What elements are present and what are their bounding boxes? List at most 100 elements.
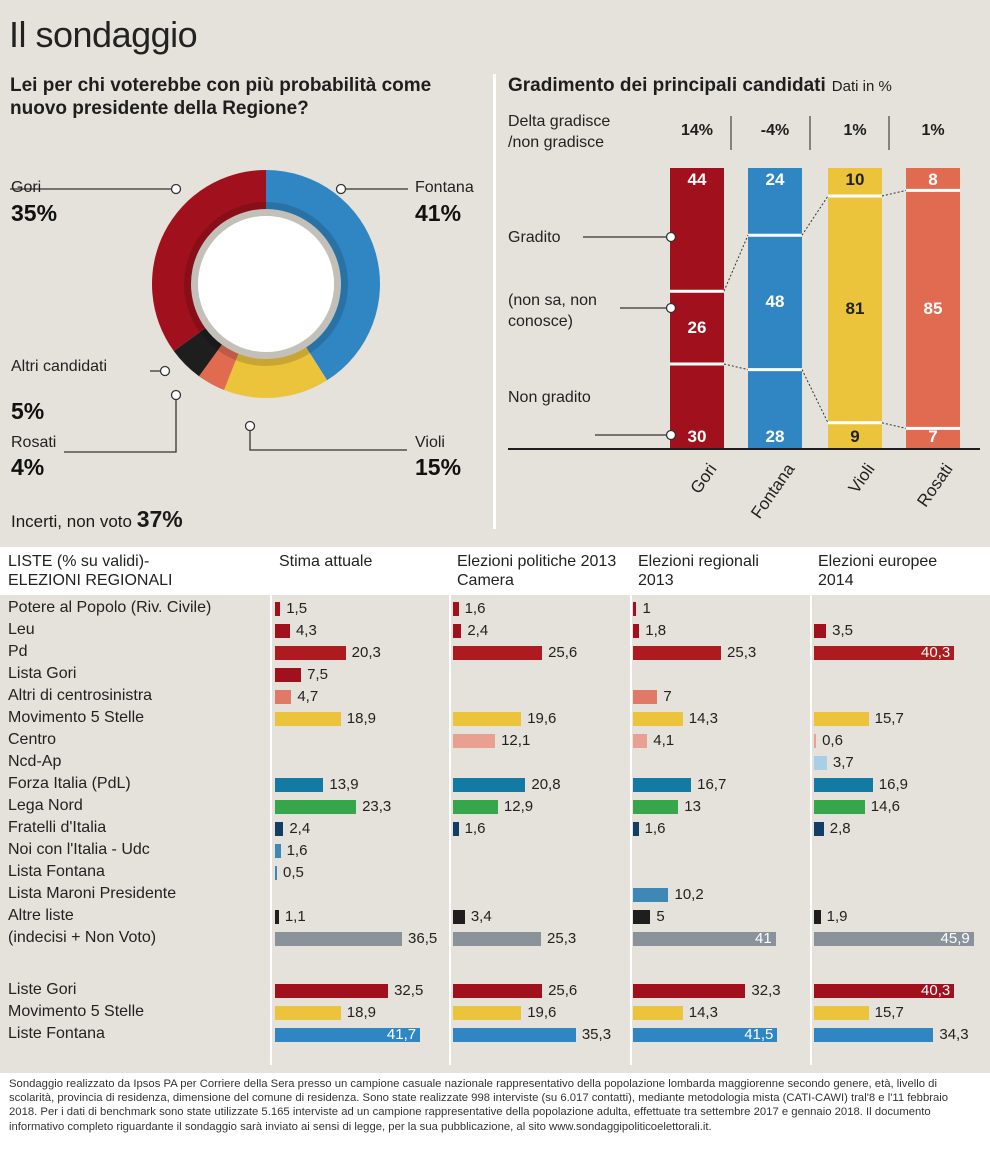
row-label: Altri di centrosinistra — [8, 687, 153, 704]
list-value: 1,6 — [464, 820, 486, 837]
donut-question: Lei per chi voterebbe con più probabilit… — [10, 75, 432, 119]
list-bar — [814, 1006, 869, 1020]
list-value: 1,9 — [826, 908, 848, 925]
column-separator — [270, 547, 272, 1065]
list-bar — [633, 984, 746, 998]
list-bar — [275, 932, 403, 946]
leader-line-rosati — [64, 395, 177, 453]
list-value: 10,2 — [674, 886, 704, 903]
row-label-gradito: Gradito — [508, 229, 561, 246]
list-value: 45,9 — [940, 930, 970, 947]
list-value: 40,3 — [921, 982, 951, 999]
leader-dot-gori — [170, 183, 182, 195]
row-label: Lista Gori — [8, 665, 77, 682]
row-label: Liste Gori — [8, 981, 77, 998]
list-bar — [814, 1028, 934, 1042]
list-bar — [814, 778, 873, 792]
value-gori-1: 26 — [687, 317, 707, 337]
value-rosati-2: 7 — [928, 427, 938, 446]
list-bar — [633, 602, 637, 616]
bar-fontana-seg-0 — [748, 168, 802, 236]
list-bar — [633, 734, 648, 748]
bar-violi-seg-0 — [828, 168, 882, 196]
list-bar — [275, 1028, 421, 1042]
list-bar — [275, 646, 346, 660]
list-bar — [633, 646, 722, 660]
list-bar — [275, 712, 341, 726]
list-bar — [814, 756, 827, 770]
gradimento-chart — [508, 116, 980, 450]
donut-slice-gori — [152, 170, 266, 352]
pct-fontana: 41% — [415, 200, 462, 226]
list-bar — [453, 800, 498, 814]
list-bar — [453, 932, 542, 946]
list-value: 19,6 — [527, 1004, 557, 1021]
page-title: Il sondaggio — [9, 14, 198, 55]
row-label: Potere al Popolo (Riv. Civile) — [8, 599, 212, 616]
col-head-europee: Elezioni europee 2014 — [818, 553, 938, 589]
list-value: 1,1 — [284, 908, 306, 925]
delta-fontana: -4% — [760, 122, 790, 139]
list-bar — [633, 624, 640, 638]
row-leader-dot — [665, 302, 677, 314]
list-bar — [453, 984, 543, 998]
list-value: 20,8 — [531, 776, 561, 793]
bar-fontana-seg-2 — [748, 369, 802, 448]
list-value: 3,5 — [832, 622, 854, 639]
label-fontana: Fontana — [415, 179, 474, 196]
bar-gori-seg-1 — [670, 291, 724, 364]
list-value: 15,7 — [874, 1004, 904, 1021]
list-value: 16,9 — [878, 776, 908, 793]
list-bar — [453, 602, 459, 616]
row-label: Movimento 5 Stelle — [8, 709, 145, 726]
col-head-stima: Stima attuale — [279, 553, 373, 570]
connector — [723, 363, 749, 371]
lists-header-title: LISTE (% su validi)- ELEZIONI REGIONALI — [8, 553, 173, 589]
list-bar — [633, 800, 679, 814]
list-bar — [633, 822, 639, 836]
list-bar — [814, 646, 955, 660]
list-value: 18,9 — [346, 1004, 376, 1021]
list-bar — [453, 646, 543, 660]
list-bar — [814, 932, 974, 946]
label-violi: Violi — [415, 434, 445, 451]
list-value: 2,4 — [289, 820, 311, 837]
list-bar — [275, 1006, 341, 1020]
list-bar — [814, 984, 955, 998]
list-bar — [633, 910, 651, 924]
list-value: 1,5 — [286, 600, 308, 617]
footnote-background — [0, 1073, 990, 1159]
row-label: (indecisi + Non Voto) — [8, 929, 157, 946]
row-label: Centro — [8, 731, 57, 748]
list-bar — [275, 624, 290, 638]
label-altri: Altri candidati — [11, 358, 108, 375]
pct-rosati: 4% — [11, 454, 45, 480]
value-rosati-1: 85 — [923, 299, 943, 319]
connector — [881, 422, 907, 429]
list-bar — [814, 712, 869, 726]
value-violi-1: 81 — [845, 299, 865, 319]
leader-dot-fontana — [335, 183, 347, 195]
column-separator — [449, 547, 451, 1065]
list-bar — [453, 778, 526, 792]
delta-violi: 1% — [843, 122, 867, 139]
list-value: 34,3 — [939, 1026, 969, 1043]
list-bar — [275, 844, 281, 858]
list-value: 13,9 — [329, 776, 359, 793]
list-value: 4,1 — [653, 732, 675, 749]
list-bar — [453, 822, 459, 836]
list-value: 3,4 — [470, 908, 492, 925]
list-bar — [453, 1028, 576, 1042]
list-value: 18,9 — [346, 710, 376, 727]
list-value: 23,3 — [362, 798, 392, 815]
list-bar — [633, 1006, 683, 1020]
list-bar — [814, 734, 817, 748]
list-bar — [633, 778, 692, 792]
donut-slice-violi — [224, 347, 328, 399]
label-gori: Gori — [11, 179, 42, 196]
row-label: Movimento 5 Stelle — [8, 1003, 145, 1020]
delta-label: Delta gradisce /non gradisce — [508, 113, 611, 151]
list-bar — [633, 690, 658, 704]
list-value: 20,3 — [351, 644, 381, 661]
value-violi-2: 9 — [850, 427, 860, 446]
